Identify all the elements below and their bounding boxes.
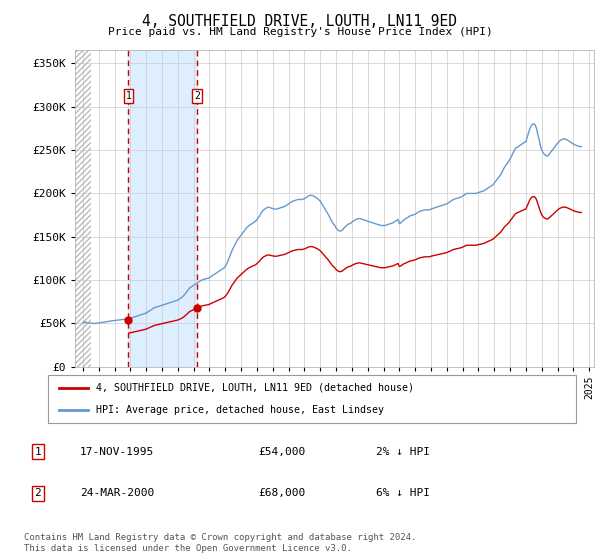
Text: 2: 2 (194, 91, 200, 101)
Text: 4, SOUTHFIELD DRIVE, LOUTH, LN11 9ED: 4, SOUTHFIELD DRIVE, LOUTH, LN11 9ED (143, 14, 458, 29)
Text: 1: 1 (125, 91, 131, 101)
FancyBboxPatch shape (48, 375, 576, 423)
Text: £54,000: £54,000 (259, 447, 305, 456)
Text: Contains HM Land Registry data © Crown copyright and database right 2024.
This d: Contains HM Land Registry data © Crown c… (24, 533, 416, 553)
Bar (128, 50, 197, 367)
Text: Price paid vs. HM Land Registry's House Price Index (HPI): Price paid vs. HM Land Registry's House … (107, 27, 493, 37)
Text: 6% ↓ HPI: 6% ↓ HPI (376, 488, 430, 498)
Bar (59, 50, 91, 367)
Text: 2% ↓ HPI: 2% ↓ HPI (376, 447, 430, 456)
Text: 2: 2 (35, 488, 41, 498)
Text: 1: 1 (35, 447, 41, 456)
Text: £68,000: £68,000 (259, 488, 305, 498)
Text: 24-MAR-2000: 24-MAR-2000 (80, 488, 154, 498)
Text: HPI: Average price, detached house, East Lindsey: HPI: Average price, detached house, East… (95, 405, 383, 416)
Text: 4, SOUTHFIELD DRIVE, LOUTH, LN11 9ED (detached house): 4, SOUTHFIELD DRIVE, LOUTH, LN11 9ED (de… (95, 382, 413, 393)
Bar (59, 50, 91, 367)
Text: 17-NOV-1995: 17-NOV-1995 (80, 447, 154, 456)
